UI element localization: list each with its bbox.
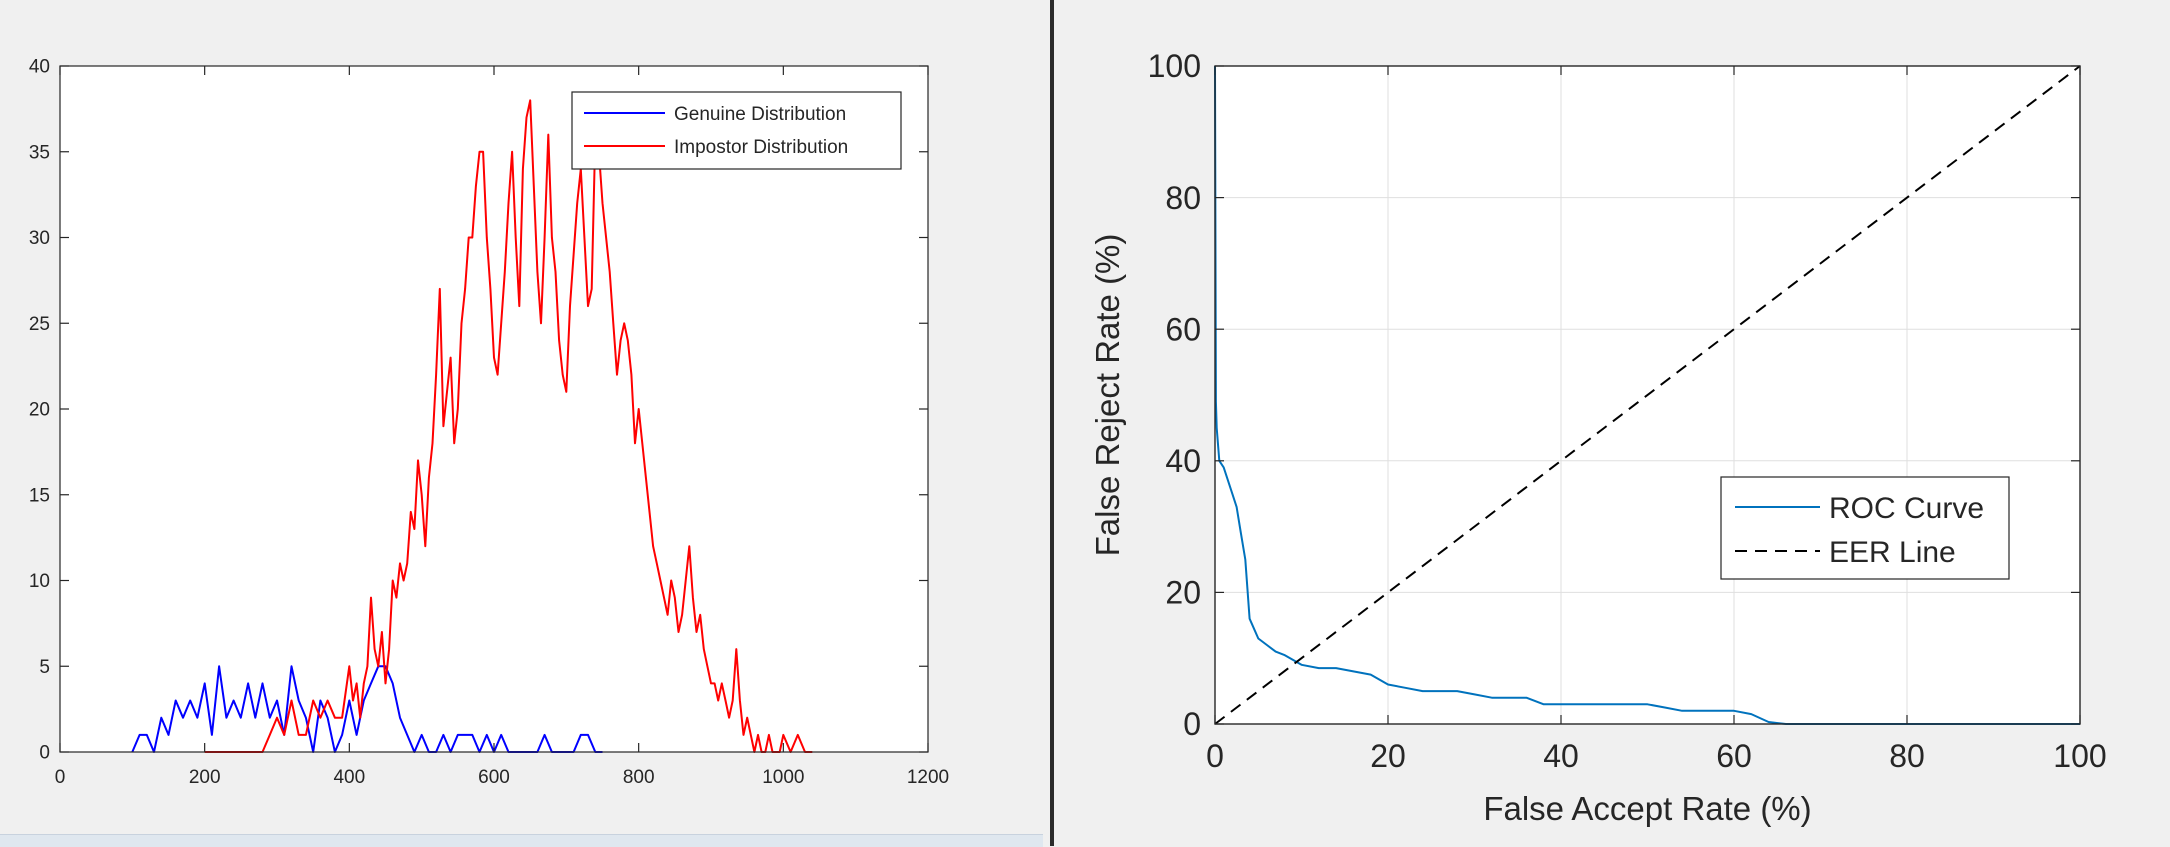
y-tick-label: 20 xyxy=(1165,575,1201,611)
x-tick-label: 0 xyxy=(55,767,66,788)
y-tick-label: 0 xyxy=(1183,706,1201,742)
y-tick-label: 40 xyxy=(29,57,50,78)
y-tick-label: 35 xyxy=(29,142,50,163)
y-tick-label: 0 xyxy=(39,743,50,764)
axes-box xyxy=(1214,65,2081,725)
x-tick-label: 100 xyxy=(2053,738,2106,774)
x-axis-label: False Accept Rate (%) xyxy=(1483,790,1811,827)
series-line-eer-line xyxy=(1214,65,2081,725)
y-tick-label: 15 xyxy=(29,485,50,506)
legend-box xyxy=(1720,476,2010,580)
legend-label: Impostor Distribution xyxy=(674,137,848,158)
y-tick-label: 80 xyxy=(1165,180,1201,216)
x-tick-label: 60 xyxy=(1716,738,1752,774)
legend-box xyxy=(571,91,902,170)
window-divider xyxy=(1043,0,1065,846)
y-tick-label: 20 xyxy=(29,400,50,421)
y-tick-label: 60 xyxy=(1165,311,1201,347)
x-tick-label: 1000 xyxy=(762,767,804,788)
legend-label: ROC Curve xyxy=(1829,492,1984,525)
x-tick-label: 800 xyxy=(623,767,655,788)
y-tick-label: 100 xyxy=(1148,48,1201,84)
legend-label: EER Line xyxy=(1829,536,1956,569)
window-divider-line[interactable] xyxy=(1050,0,1054,846)
x-tick-label: 20 xyxy=(1370,738,1406,774)
left-figure-bottom-edge xyxy=(0,834,1043,847)
roc-chart: 0 20 40 60 80 100 0 20 40 60 80 100 False Accept Rat… xyxy=(1089,48,2107,827)
y-tick-label: 5 xyxy=(39,657,50,678)
x-tick-label: 0 xyxy=(1206,738,1224,774)
x-tick-label: 200 xyxy=(189,767,221,788)
x-tick-label: 1200 xyxy=(907,767,949,788)
y-axis-label: False Reject Rate (%) xyxy=(1089,234,1126,557)
series-line-roc-curve xyxy=(1214,65,2080,725)
x-tick-label: 40 xyxy=(1543,738,1579,774)
x-tick-label: 400 xyxy=(333,767,365,788)
distribution-chart: 0 200 400 600 800 1000 1200 0 5 10 15 20 25 30 35 40 Gen… xyxy=(29,57,949,788)
plot-area xyxy=(60,66,928,752)
y-tick-label: 25 xyxy=(29,314,50,335)
series-line-impostor-distribution xyxy=(204,99,813,753)
x-tick-label: 80 xyxy=(1889,738,1925,774)
right-figure-bottom-edge xyxy=(1065,834,2170,846)
y-tick-label: 30 xyxy=(29,228,50,249)
x-tick-label: 600 xyxy=(478,767,510,788)
y-tick-label: 40 xyxy=(1165,443,1201,479)
y-tick-label: 10 xyxy=(29,571,50,592)
legend-label: Genuine Distribution xyxy=(674,104,846,125)
